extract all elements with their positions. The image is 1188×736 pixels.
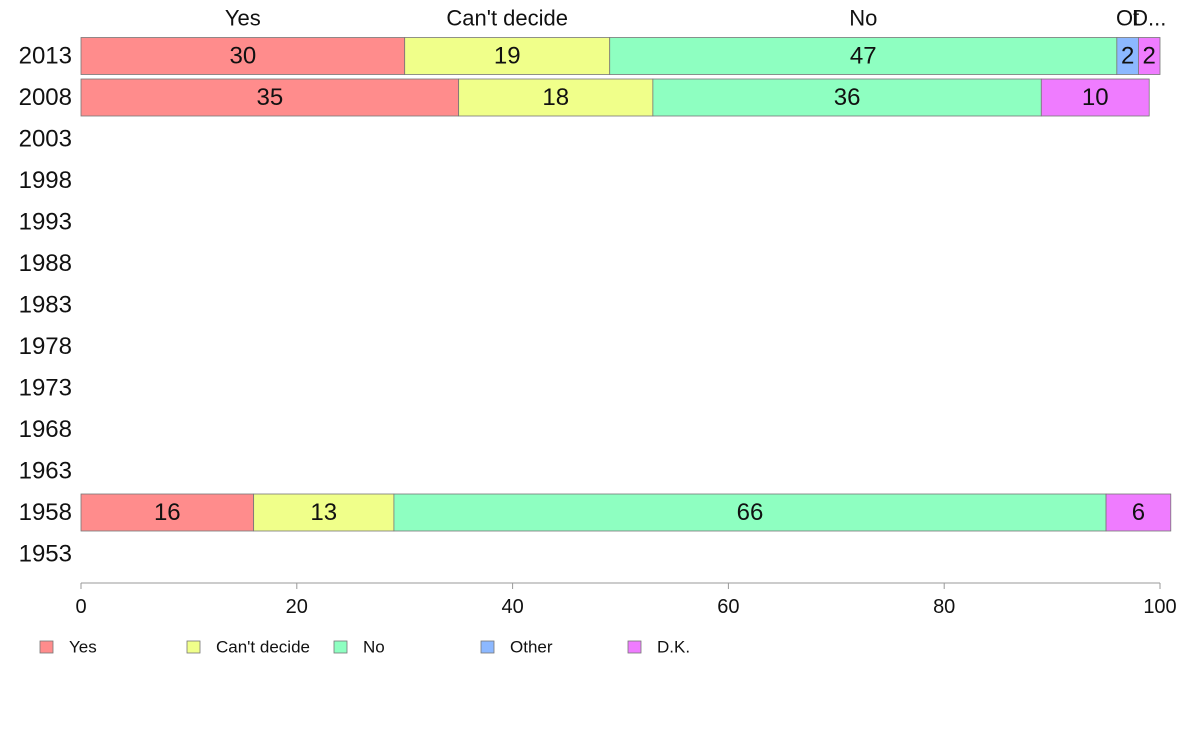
top-label-3: Ot — [1116, 6, 1139, 31]
x-tick-label-80: 80 — [933, 596, 955, 618]
bar-1958-no — [393, 493, 1107, 532]
bar-2008-d-k- — [1040, 78, 1150, 117]
data-label-2008-0: 35 — [256, 84, 283, 111]
year-label-1973: 1973 — [19, 375, 72, 402]
year-label-1968: 1968 — [19, 416, 72, 443]
data-label-2013-2: 47 — [850, 43, 877, 70]
legend-swatch-4 — [627, 640, 642, 654]
top-label-0: Yes — [225, 6, 261, 31]
bar-1958-d-k- — [1105, 493, 1172, 532]
data-label-1958-4: 6 — [1132, 499, 1145, 526]
data-label-1958-0: 16 — [154, 499, 181, 526]
legend-label-0: Yes — [69, 638, 97, 657]
data-label-2008-2: 36 — [834, 84, 861, 111]
legend-swatch-2 — [333, 640, 348, 654]
x-tick-label-60: 60 — [717, 596, 739, 618]
legend-label-2: No — [363, 638, 385, 657]
bar-2013-d-k- — [1138, 37, 1161, 75]
year-axis-labels: 2013 2008 2003 1998 1993 1988 1983 1978 1973 1968… — [19, 43, 72, 568]
x-tick-label-0: 0 — [75, 596, 86, 618]
legend-swatch-3 — [480, 640, 495, 654]
data-label-2008-1: 18 — [542, 84, 569, 111]
data-label-2008-4: 10 — [1082, 84, 1109, 111]
year-label-1958: 1958 — [19, 499, 72, 526]
data-label-2013-1: 19 — [494, 43, 521, 70]
legend: Yes Can't decide No Other D.K. — [39, 638, 690, 657]
bar-2008-no — [652, 78, 1042, 117]
data-label-2013-0: 30 — [229, 43, 256, 70]
year-label-2013: 2013 — [19, 43, 72, 70]
legend-swatch-1 — [186, 640, 201, 654]
year-label-1993: 1993 — [19, 209, 72, 236]
year-label-1988: 1988 — [19, 250, 72, 277]
bar-1958-yes — [80, 493, 255, 532]
data-label-1958-1: 13 — [310, 499, 337, 526]
data-label-2013-3: 2 — [1121, 43, 1134, 70]
data-label-2013-4: 2 — [1143, 43, 1156, 70]
year-label-2008: 2008 — [19, 84, 72, 111]
bar-2008-can-t-decide — [458, 78, 654, 117]
legend-label-1: Can't decide — [216, 638, 310, 657]
year-label-1978: 1978 — [19, 333, 72, 360]
x-tick-label-100: 100 — [1143, 596, 1176, 618]
top-label-2: No — [849, 6, 877, 31]
legend-label-3: Other — [510, 638, 553, 657]
x-tick-label-20: 20 — [286, 596, 308, 618]
top-label-4: D... — [1132, 6, 1166, 31]
x-tick-label-40: 40 — [501, 596, 523, 618]
legend-swatch-0 — [39, 640, 54, 654]
bar-2013-can-t-decide — [404, 37, 611, 75]
top-category-labels: Yes Can't decide No OtD... — [225, 6, 1166, 31]
year-label-1983: 1983 — [19, 292, 72, 319]
bar-2008-yes — [80, 78, 460, 117]
legend-label-4: D.K. — [657, 638, 690, 657]
year-label-2003: 2003 — [19, 126, 72, 153]
year-label-1963: 1963 — [19, 458, 72, 485]
year-label-1998: 1998 — [19, 167, 72, 194]
top-label-1: Can't decide — [446, 6, 568, 31]
year-label-1953: 1953 — [19, 541, 72, 568]
x-axis: 0 20 40 60 80 100 — [75, 582, 1177, 618]
data-label-1958-2: 66 — [737, 499, 764, 526]
